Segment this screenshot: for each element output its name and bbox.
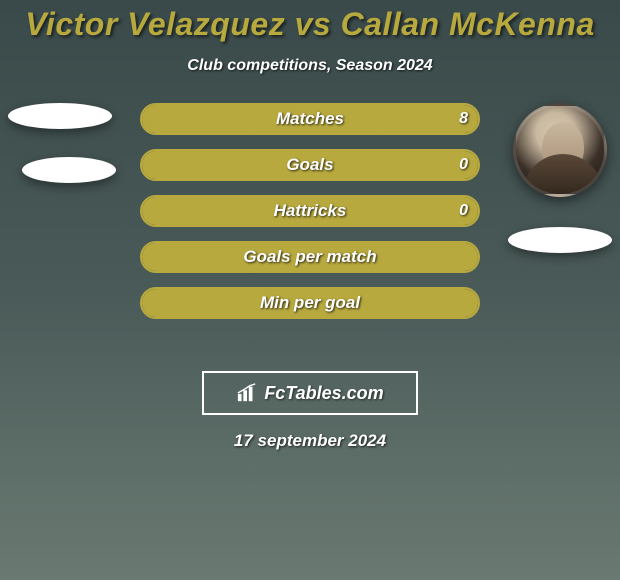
stat-row: Goals per match (140, 241, 480, 273)
stat-bar-fill-right (310, 151, 478, 179)
stat-bar-fill-left (142, 243, 310, 271)
stat-bar-track (140, 195, 480, 227)
left-oval-1 (8, 103, 112, 129)
stat-bar-fill-left (142, 289, 310, 317)
right-player-avatar (513, 103, 607, 197)
right-player-column (500, 103, 620, 253)
stat-bar-fill-right (142, 105, 478, 133)
logo-text: FcTables.com (264, 383, 383, 404)
chart-icon (236, 383, 258, 403)
comparison-content: Matches8 Goals0 Hattricks0 Goals per match M… (0, 103, 620, 353)
stat-bar-fill-right (310, 289, 478, 317)
page-title: Victor Velazquez vs Callan McKenna (0, 0, 620, 43)
right-oval-1 (508, 227, 612, 253)
stat-row: Goals0 (140, 149, 480, 181)
stat-row: Min per goal (140, 287, 480, 319)
left-player-column (0, 103, 120, 183)
subtitle: Club competitions, Season 2024 (0, 57, 620, 75)
stat-row: Matches8 (140, 103, 480, 135)
stat-bars: Matches8 Goals0 Hattricks0 Goals per match M… (140, 103, 480, 319)
fctables-logo[interactable]: FcTables.com (202, 371, 418, 415)
left-oval-2 (22, 157, 116, 183)
stat-row: Hattricks0 (140, 195, 480, 227)
stat-bar-track (140, 287, 480, 319)
stat-bar-track (140, 241, 480, 273)
stat-bar-fill-right (310, 243, 478, 271)
stat-bar-fill-right (310, 197, 478, 225)
date-text: 17 september 2024 (0, 431, 620, 451)
stat-bar-track (140, 149, 480, 181)
stat-bar-fill-left (142, 197, 310, 225)
stat-bar-fill-left (142, 151, 310, 179)
stat-bar-track (140, 103, 480, 135)
